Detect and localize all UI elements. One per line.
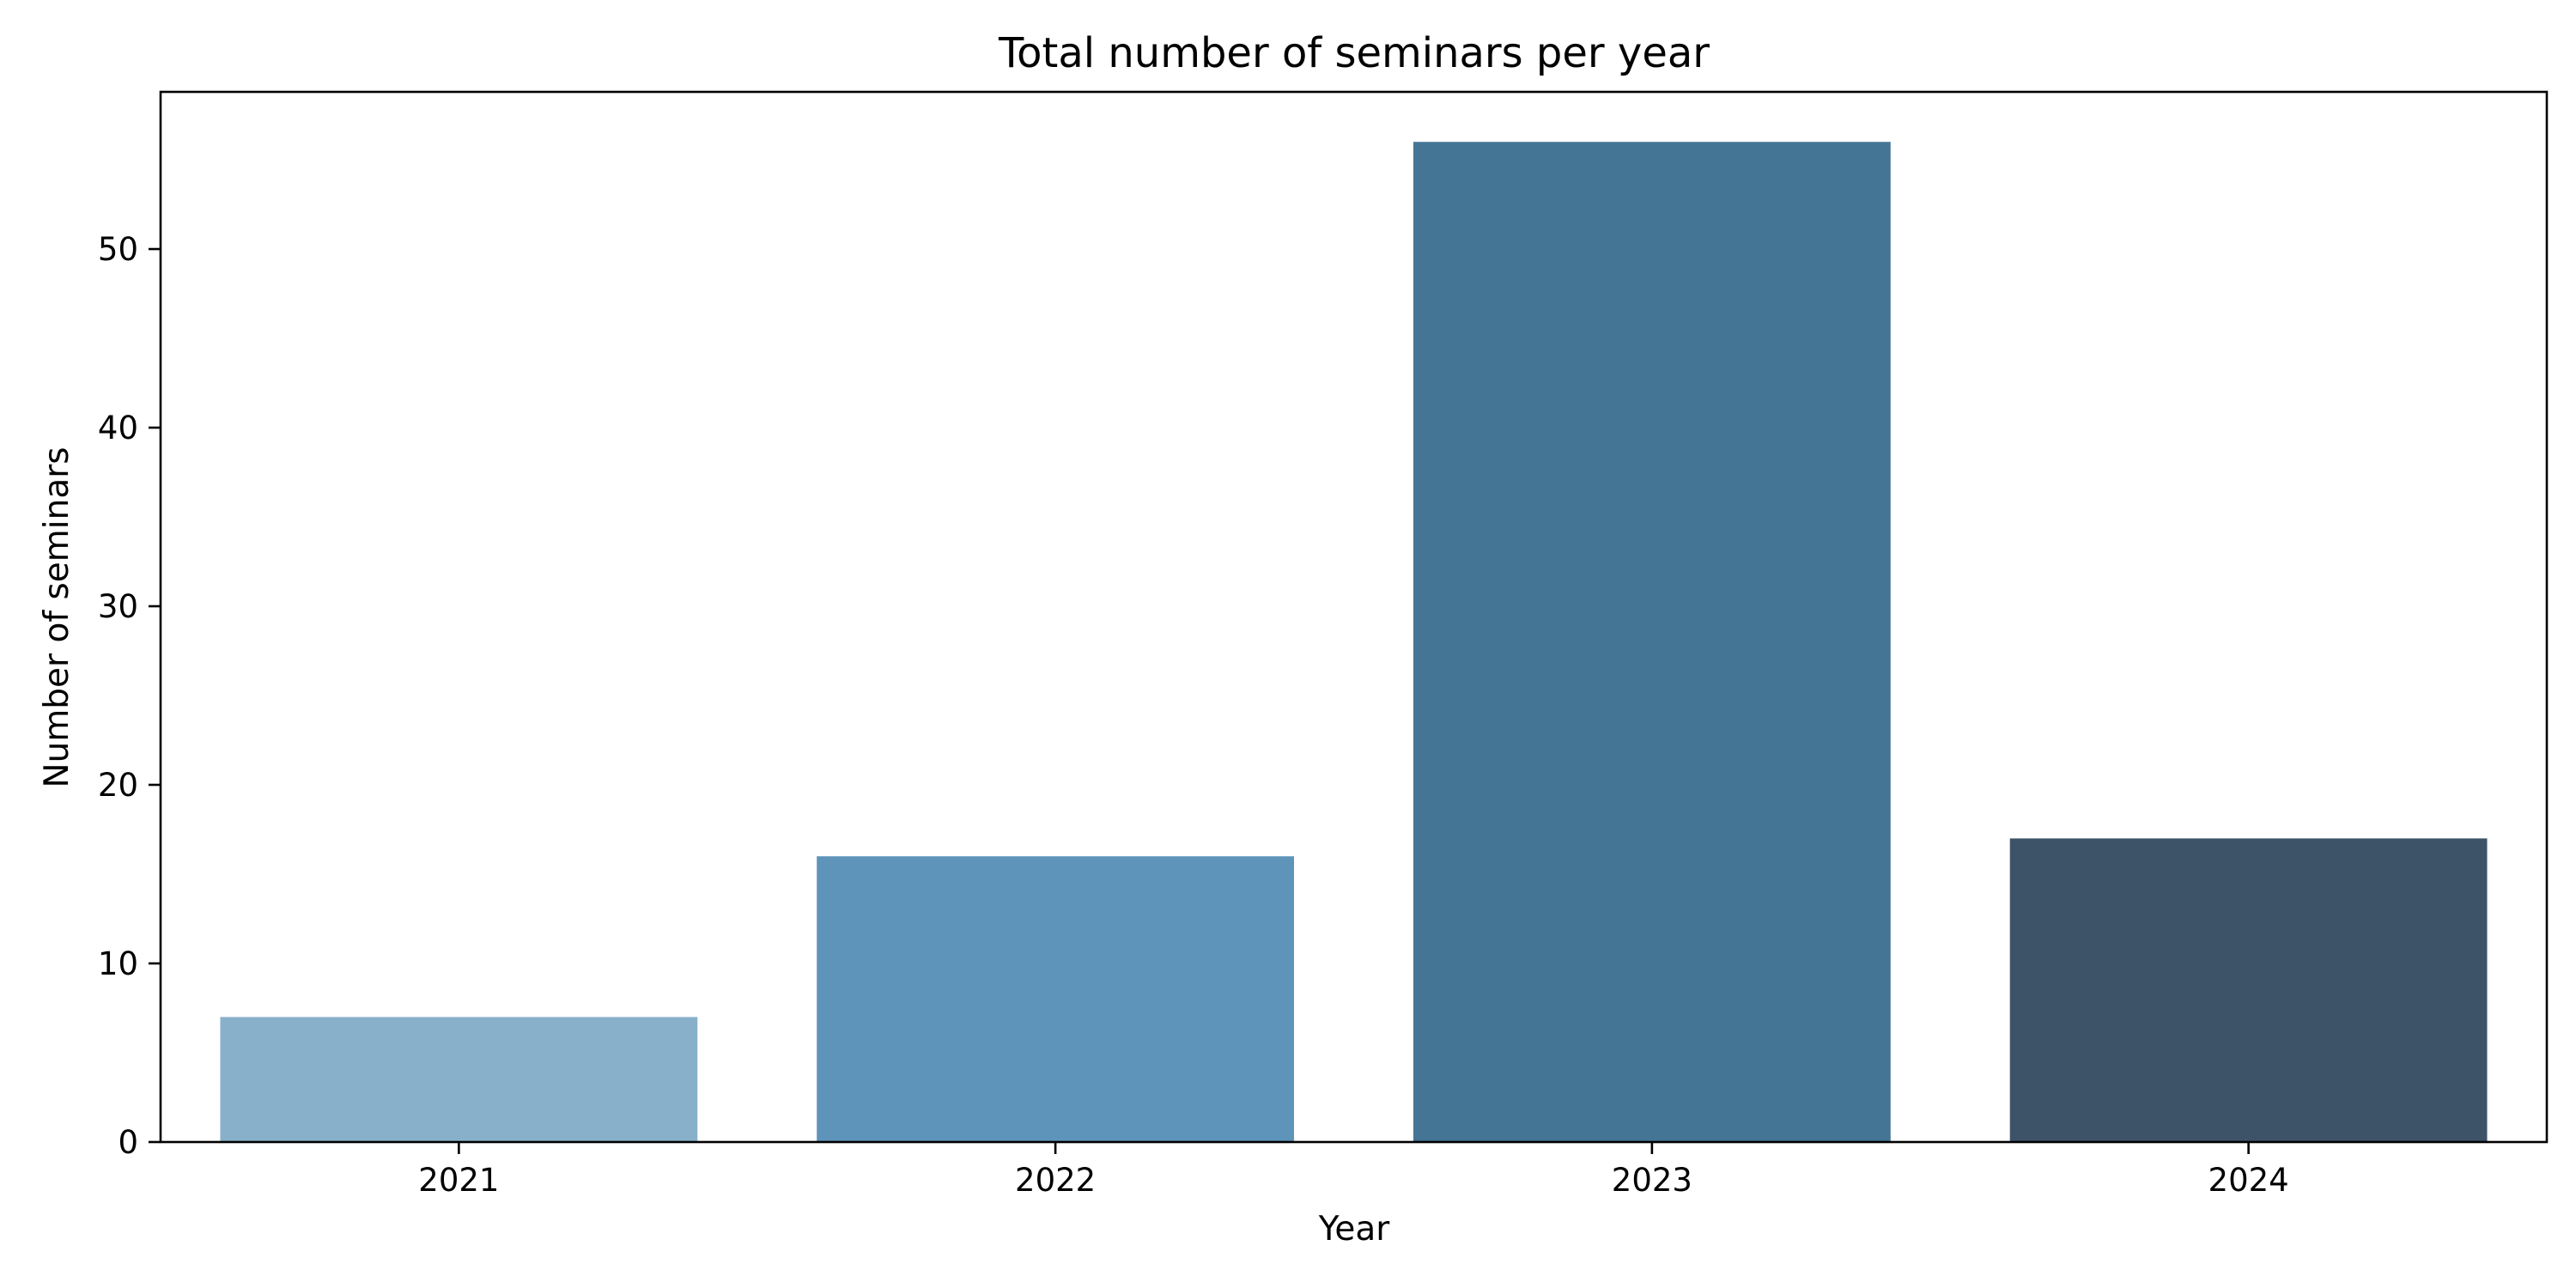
y-axis: 0 10 20 30 40 50 xyxy=(98,231,161,1161)
bar-2023 xyxy=(1413,142,1891,1143)
y-tick-label-50: 50 xyxy=(98,231,138,268)
x-axis: 2021 2022 2023 2024 xyxy=(418,1142,2289,1199)
y-tick-label-40: 40 xyxy=(98,410,138,447)
chart-title: Total number of seminars per year xyxy=(998,29,1710,77)
y-tick-label-30: 30 xyxy=(98,588,138,625)
y-tick-label-20: 20 xyxy=(98,767,138,804)
bar-2022 xyxy=(817,856,1295,1142)
x-tick-label-2023: 2023 xyxy=(1612,1162,1692,1199)
y-axis-label: Number of seminars xyxy=(38,447,76,787)
bars-layer xyxy=(220,142,2488,1143)
x-tick-label-2024: 2024 xyxy=(2208,1162,2289,1199)
x-axis-label: Year xyxy=(1318,1210,1391,1249)
bar-2024 xyxy=(2009,838,2488,1142)
x-tick-label-2021: 2021 xyxy=(418,1162,499,1199)
y-tick-label-10: 10 xyxy=(98,945,138,982)
plot-frame xyxy=(159,90,2549,1144)
bar-2021 xyxy=(220,1017,698,1142)
y-tick-label-0: 0 xyxy=(118,1124,138,1161)
x-tick-label-2022: 2022 xyxy=(1015,1162,1096,1199)
